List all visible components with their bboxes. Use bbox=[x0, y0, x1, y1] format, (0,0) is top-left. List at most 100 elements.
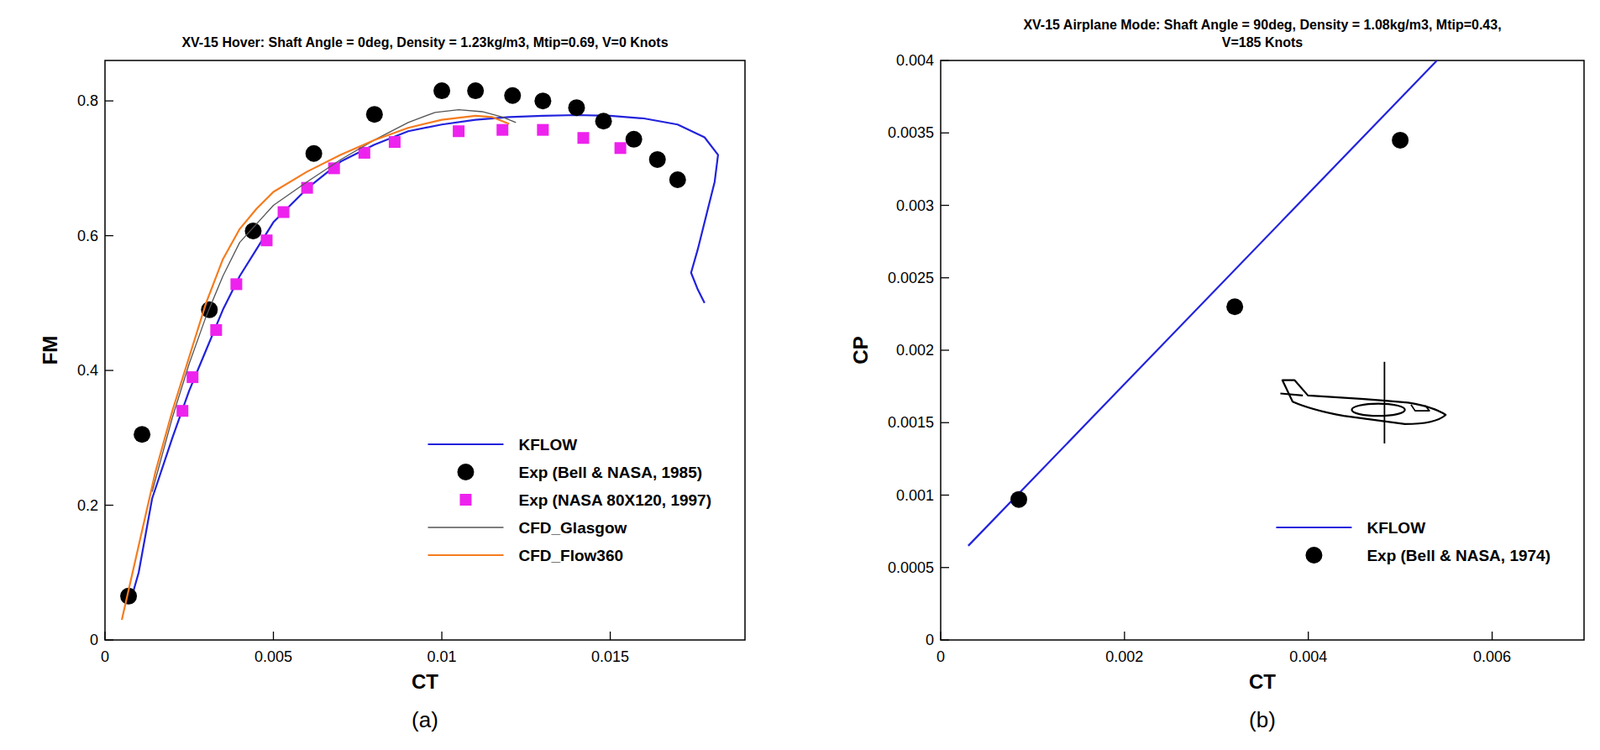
data-point bbox=[669, 171, 687, 189]
y-tick bbox=[104, 639, 114, 640]
x-tick bbox=[609, 631, 611, 640]
data-point bbox=[649, 151, 667, 168]
x-tick-label: 0.01 bbox=[427, 648, 457, 666]
y-tick bbox=[940, 132, 950, 134]
series-line bbox=[121, 115, 509, 620]
legend-swatch bbox=[1275, 526, 1352, 529]
nacelle bbox=[1351, 403, 1405, 417]
x-tick-label: 0 bbox=[936, 648, 945, 666]
legend-swatch bbox=[427, 443, 504, 446]
y-tick-label: 0.0025 bbox=[887, 269, 934, 287]
data-point bbox=[186, 371, 199, 383]
legend-label: Exp (Bell & NASA, 1985) bbox=[518, 463, 703, 482]
x-tick bbox=[272, 631, 274, 640]
x-tick bbox=[1491, 631, 1493, 640]
data-point bbox=[452, 125, 465, 137]
chart-title: XV-15 Airplane Mode: Shaft Angle = 90deg… bbox=[1022, 17, 1501, 50]
data-point bbox=[614, 141, 627, 154]
y-tick-label: 0 bbox=[925, 631, 934, 649]
legend-label: CFD_Flow360 bbox=[518, 546, 624, 565]
x-tick-label: 0.006 bbox=[1473, 648, 1511, 666]
y-tick-label: 0.003 bbox=[896, 197, 934, 215]
y-tick-label: 0.8 bbox=[77, 92, 99, 110]
x-tick-label: 0.004 bbox=[1289, 648, 1328, 666]
data-point bbox=[176, 404, 189, 417]
legend-swatch bbox=[459, 493, 472, 506]
y-axis-title: FM bbox=[38, 335, 62, 366]
y-tick bbox=[940, 349, 950, 351]
y-tick bbox=[940, 277, 950, 279]
data-point bbox=[278, 206, 290, 219]
series-line bbox=[131, 115, 719, 597]
y-tick bbox=[940, 494, 950, 496]
y-tick bbox=[104, 369, 114, 371]
y-tick bbox=[940, 59, 950, 61]
y-tick bbox=[104, 99, 114, 101]
chart-title: XV-15 Hover: Shaft Angle = 0deg, Density… bbox=[181, 35, 668, 50]
legend-swatch bbox=[1305, 546, 1322, 564]
y-tick-label: 0.004 bbox=[896, 52, 934, 69]
data-point bbox=[230, 278, 242, 290]
data-point bbox=[305, 145, 323, 163]
y-axis-title: CP bbox=[849, 335, 872, 364]
fuselage bbox=[1282, 380, 1446, 425]
legend-swatch bbox=[427, 554, 504, 557]
y-tick-label: 0.0005 bbox=[887, 559, 934, 577]
data-point bbox=[366, 105, 383, 123]
legend: KFLOW Exp (Bell & NASA, 1985) Exp (NASA 80… bbox=[427, 435, 712, 565]
y-tick bbox=[940, 639, 950, 640]
x-tick-label: 0 bbox=[100, 648, 110, 666]
data-point bbox=[209, 324, 222, 336]
x-tick bbox=[104, 631, 105, 640]
x-tick bbox=[1123, 631, 1125, 640]
y-tick-label: 0.0015 bbox=[887, 414, 934, 431]
data-point bbox=[625, 131, 643, 148]
y-tick bbox=[940, 422, 950, 424]
data-point bbox=[567, 99, 585, 116]
y-tick-label: 0.002 bbox=[896, 341, 934, 359]
airplane-icon bbox=[1280, 361, 1446, 444]
data-point bbox=[1391, 131, 1409, 149]
y-tick bbox=[940, 204, 950, 206]
y-tick-label: 0 bbox=[89, 631, 99, 649]
tailplane bbox=[1280, 393, 1303, 395]
data-point bbox=[503, 87, 521, 105]
y-tick-label: 0.4 bbox=[77, 361, 99, 379]
data-point bbox=[244, 222, 262, 240]
x-tick-label: 0.002 bbox=[1105, 648, 1144, 666]
y-tick-label: 0.6 bbox=[77, 227, 99, 245]
y-tick bbox=[940, 566, 950, 568]
legend-label: KFLOW bbox=[518, 435, 578, 454]
propeller bbox=[1383, 361, 1385, 444]
data-point bbox=[466, 82, 484, 100]
data-point bbox=[388, 136, 401, 148]
data-point bbox=[1010, 491, 1028, 509]
data-point bbox=[595, 112, 613, 130]
cockpit bbox=[1411, 404, 1430, 411]
legend-label: Exp (Bell & NASA, 1974) bbox=[1366, 546, 1551, 565]
y-tick bbox=[104, 504, 114, 506]
y-tick bbox=[104, 235, 114, 237]
x-axis-title: CT bbox=[1248, 670, 1276, 693]
legend-label: Exp (NASA 80X120, 1997) bbox=[518, 491, 712, 509]
legend-swatch bbox=[427, 526, 504, 528]
y-tick-label: 0.0035 bbox=[887, 124, 934, 142]
y-tick-label: 0.2 bbox=[77, 497, 99, 515]
figure: XV-15 Hover: Shaft Angle = 0deg, Density… bbox=[0, 0, 1600, 750]
legend-swatch bbox=[456, 463, 474, 481]
plot-frame bbox=[104, 60, 745, 640]
plot-area bbox=[968, 60, 1438, 546]
legend-label: KFLOW bbox=[1366, 519, 1426, 537]
data-point bbox=[261, 234, 273, 247]
data-point bbox=[133, 425, 151, 443]
x-axis-title: CT bbox=[411, 670, 439, 693]
x-tick bbox=[939, 631, 941, 640]
x-tick-label: 0.005 bbox=[254, 648, 293, 666]
y-tick-label: 0.001 bbox=[896, 487, 934, 504]
plot-area bbox=[120, 82, 719, 620]
x-tick-label: 0.015 bbox=[591, 648, 630, 666]
data-point bbox=[301, 182, 314, 195]
data-point bbox=[577, 131, 589, 144]
data-point bbox=[534, 92, 551, 110]
x-tick bbox=[1307, 631, 1309, 640]
